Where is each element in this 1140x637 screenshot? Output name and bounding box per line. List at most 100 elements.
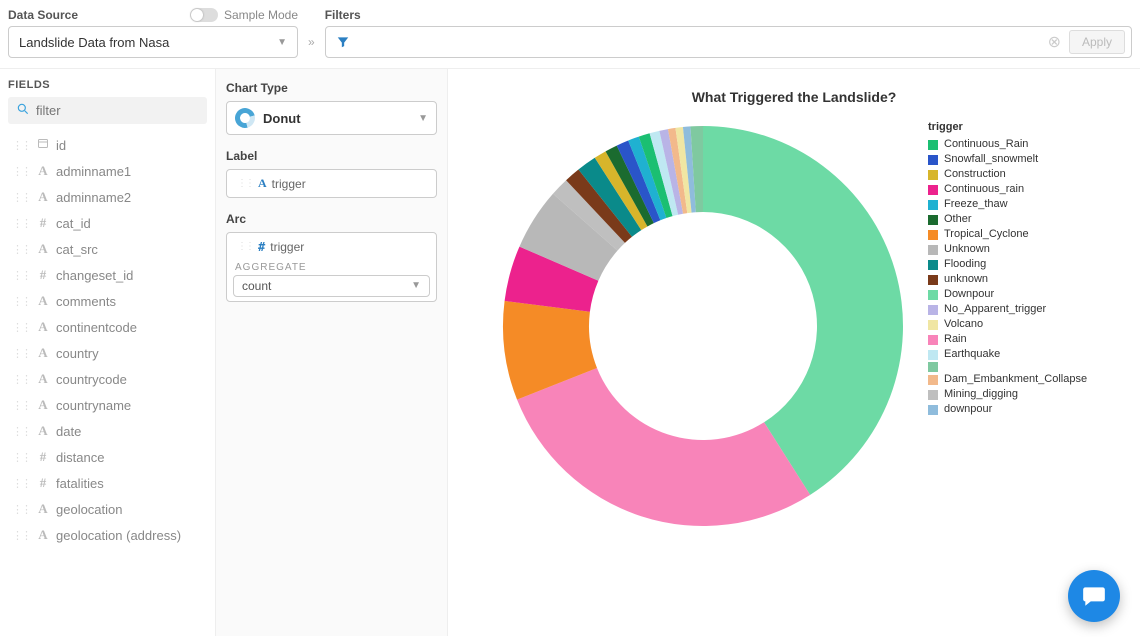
clear-filter-icon[interactable]: ⊗ xyxy=(1048,32,1061,52)
legend-label: Construction xyxy=(944,167,1006,182)
data-source-select[interactable]: Landslide Data from Nasa ▼ xyxy=(8,26,298,58)
chevron-down-icon: ▼ xyxy=(277,37,287,48)
field-row[interactable]: ⋮⋮#distance xyxy=(8,444,207,470)
field-name: adminname2 xyxy=(56,190,131,205)
filters-bar[interactable]: ⊗ Apply xyxy=(325,26,1132,58)
label-chip[interactable]: ⋮⋮ A trigger xyxy=(233,174,310,193)
text-type-icon: A xyxy=(258,176,267,191)
field-name: distance xyxy=(56,450,104,465)
legend-swatch xyxy=(928,305,938,315)
sample-mode-toggle[interactable] xyxy=(190,8,218,22)
field-row[interactable]: ⋮⋮Acat_src xyxy=(8,236,207,262)
legend-item[interactable]: Volcano xyxy=(928,317,1087,332)
legend-label: Mining_digging xyxy=(944,387,1018,402)
fields-search[interactable] xyxy=(8,97,207,124)
fields-filter-input[interactable] xyxy=(36,103,199,118)
chart-type-value: Donut xyxy=(263,111,301,126)
legend-item[interactable]: Other xyxy=(928,212,1087,227)
chat-button[interactable] xyxy=(1068,570,1120,622)
apply-button[interactable]: Apply xyxy=(1069,30,1125,54)
field-name: cat_id xyxy=(56,216,91,231)
legend-item[interactable]: Construction xyxy=(928,167,1087,182)
legend-label: No_Apparent_trigger xyxy=(944,302,1046,317)
arc-dropzone[interactable]: ⋮⋮ # trigger AGGREGATE count ▼ xyxy=(226,232,437,302)
legend-label: Earthquake xyxy=(944,347,1000,362)
legend-label: Other xyxy=(944,212,972,227)
legend-item[interactable]: Dam_Embankment_Collapse xyxy=(928,372,1087,387)
legend-swatch xyxy=(928,245,938,255)
legend-label: Snowfall_snowmelt xyxy=(944,152,1038,167)
chart-type-select[interactable]: Donut ▼ xyxy=(226,101,437,135)
legend-swatch xyxy=(928,375,938,385)
drag-handle-icon: ⋮⋮ xyxy=(237,241,253,252)
chart-legend: trigger Continuous_RainSnowfall_snowmelt… xyxy=(928,121,1087,417)
field-row[interactable]: ⋮⋮Aadminname2 xyxy=(8,184,207,210)
drag-handle-icon: ⋮⋮ xyxy=(12,477,30,490)
legend-item[interactable] xyxy=(928,362,1087,372)
field-row[interactable]: ⋮⋮Aadminname1 xyxy=(8,158,207,184)
legend-item[interactable]: Earthquake xyxy=(928,347,1087,362)
legend-swatch xyxy=(928,200,938,210)
field-row[interactable]: ⋮⋮#cat_id xyxy=(8,210,207,236)
legend-label: Volcano xyxy=(944,317,983,332)
field-row[interactable]: ⋮⋮Adate xyxy=(8,418,207,444)
field-row[interactable]: ⋮⋮Acountryname xyxy=(8,392,207,418)
legend-item[interactable]: Continuous_Rain xyxy=(928,137,1087,152)
field-name: countryname xyxy=(56,398,131,413)
data-source-label: Data Source xyxy=(8,8,78,22)
field-row[interactable]: ⋮⋮#fatalities xyxy=(8,470,207,496)
legend-swatch xyxy=(928,320,938,330)
label-dropzone[interactable]: ⋮⋮ A trigger xyxy=(226,169,437,198)
field-name: id xyxy=(56,138,66,153)
drag-handle-icon: ⋮⋮ xyxy=(12,243,30,256)
legend-item[interactable]: Freeze_thaw xyxy=(928,197,1087,212)
drag-handle-icon: ⋮⋮ xyxy=(12,321,30,334)
drag-handle-icon: ⋮⋮ xyxy=(12,373,30,386)
field-name: cat_src xyxy=(56,242,98,257)
legend-item[interactable]: Unknown xyxy=(928,242,1087,257)
legend-label: Flooding xyxy=(944,257,986,272)
legend-item[interactable]: downpour xyxy=(928,402,1087,417)
legend-item[interactable]: unknown xyxy=(928,272,1087,287)
drag-handle-icon: ⋮⋮ xyxy=(12,165,30,178)
field-name: country xyxy=(56,346,99,361)
legend-title: trigger xyxy=(928,121,1087,133)
arc-chip[interactable]: ⋮⋮ # trigger xyxy=(233,238,308,256)
legend-item[interactable]: Continuous_rain xyxy=(928,182,1087,197)
legend-label: Unknown xyxy=(944,242,990,257)
legend-item[interactable]: Flooding xyxy=(928,257,1087,272)
legend-item[interactable]: Snowfall_snowmelt xyxy=(928,152,1087,167)
donut-icon xyxy=(231,104,258,131)
field-row[interactable]: ⋮⋮Ageolocation (address) xyxy=(8,522,207,548)
drag-handle-icon: ⋮⋮ xyxy=(12,139,30,152)
donut-slice[interactable] xyxy=(517,368,810,526)
chart-title: What Triggered the Landslide? xyxy=(458,89,1130,105)
field-name: geolocation (address) xyxy=(56,528,181,543)
field-row[interactable]: ⋮⋮Acontinentcode xyxy=(8,314,207,340)
chat-icon xyxy=(1081,583,1107,609)
drag-handle-icon: ⋮⋮ xyxy=(12,451,30,464)
legend-item[interactable]: Downpour xyxy=(928,287,1087,302)
field-row[interactable]: ⋮⋮Ageolocation xyxy=(8,496,207,522)
legend-label: Dam_Embankment_Collapse xyxy=(944,372,1087,387)
fields-panel: FIELDS ⋮⋮id⋮⋮Aadminname1⋮⋮Aadminname2⋮⋮#… xyxy=(0,69,216,636)
legend-label: Freeze_thaw xyxy=(944,197,1008,212)
legend-swatch xyxy=(928,335,938,345)
aggregate-select[interactable]: count ▼ xyxy=(233,275,430,297)
legend-swatch xyxy=(928,185,938,195)
legend-item[interactable]: Mining_digging xyxy=(928,387,1087,402)
field-row[interactable]: ⋮⋮#changeset_id xyxy=(8,262,207,288)
top-bar: Data Source Sample Mode Landslide Data f… xyxy=(0,0,1140,69)
field-row[interactable]: ⋮⋮Acomments xyxy=(8,288,207,314)
field-row[interactable]: ⋮⋮ id xyxy=(8,132,207,158)
legend-item[interactable]: Rain xyxy=(928,332,1087,347)
field-name: geolocation xyxy=(56,502,123,517)
legend-item[interactable]: No_Apparent_trigger xyxy=(928,302,1087,317)
filters-block: Filters ⊗ Apply xyxy=(325,8,1132,58)
legend-label: Rain xyxy=(944,332,967,347)
drag-handle-icon: ⋮⋮ xyxy=(12,295,30,308)
legend-item[interactable]: Tropical_Cyclone xyxy=(928,227,1087,242)
field-row[interactable]: ⋮⋮Acountry xyxy=(8,340,207,366)
field-row[interactable]: ⋮⋮Acountrycode xyxy=(8,366,207,392)
chart-panel: What Triggered the Landslide? trigger Co… xyxy=(448,69,1140,636)
